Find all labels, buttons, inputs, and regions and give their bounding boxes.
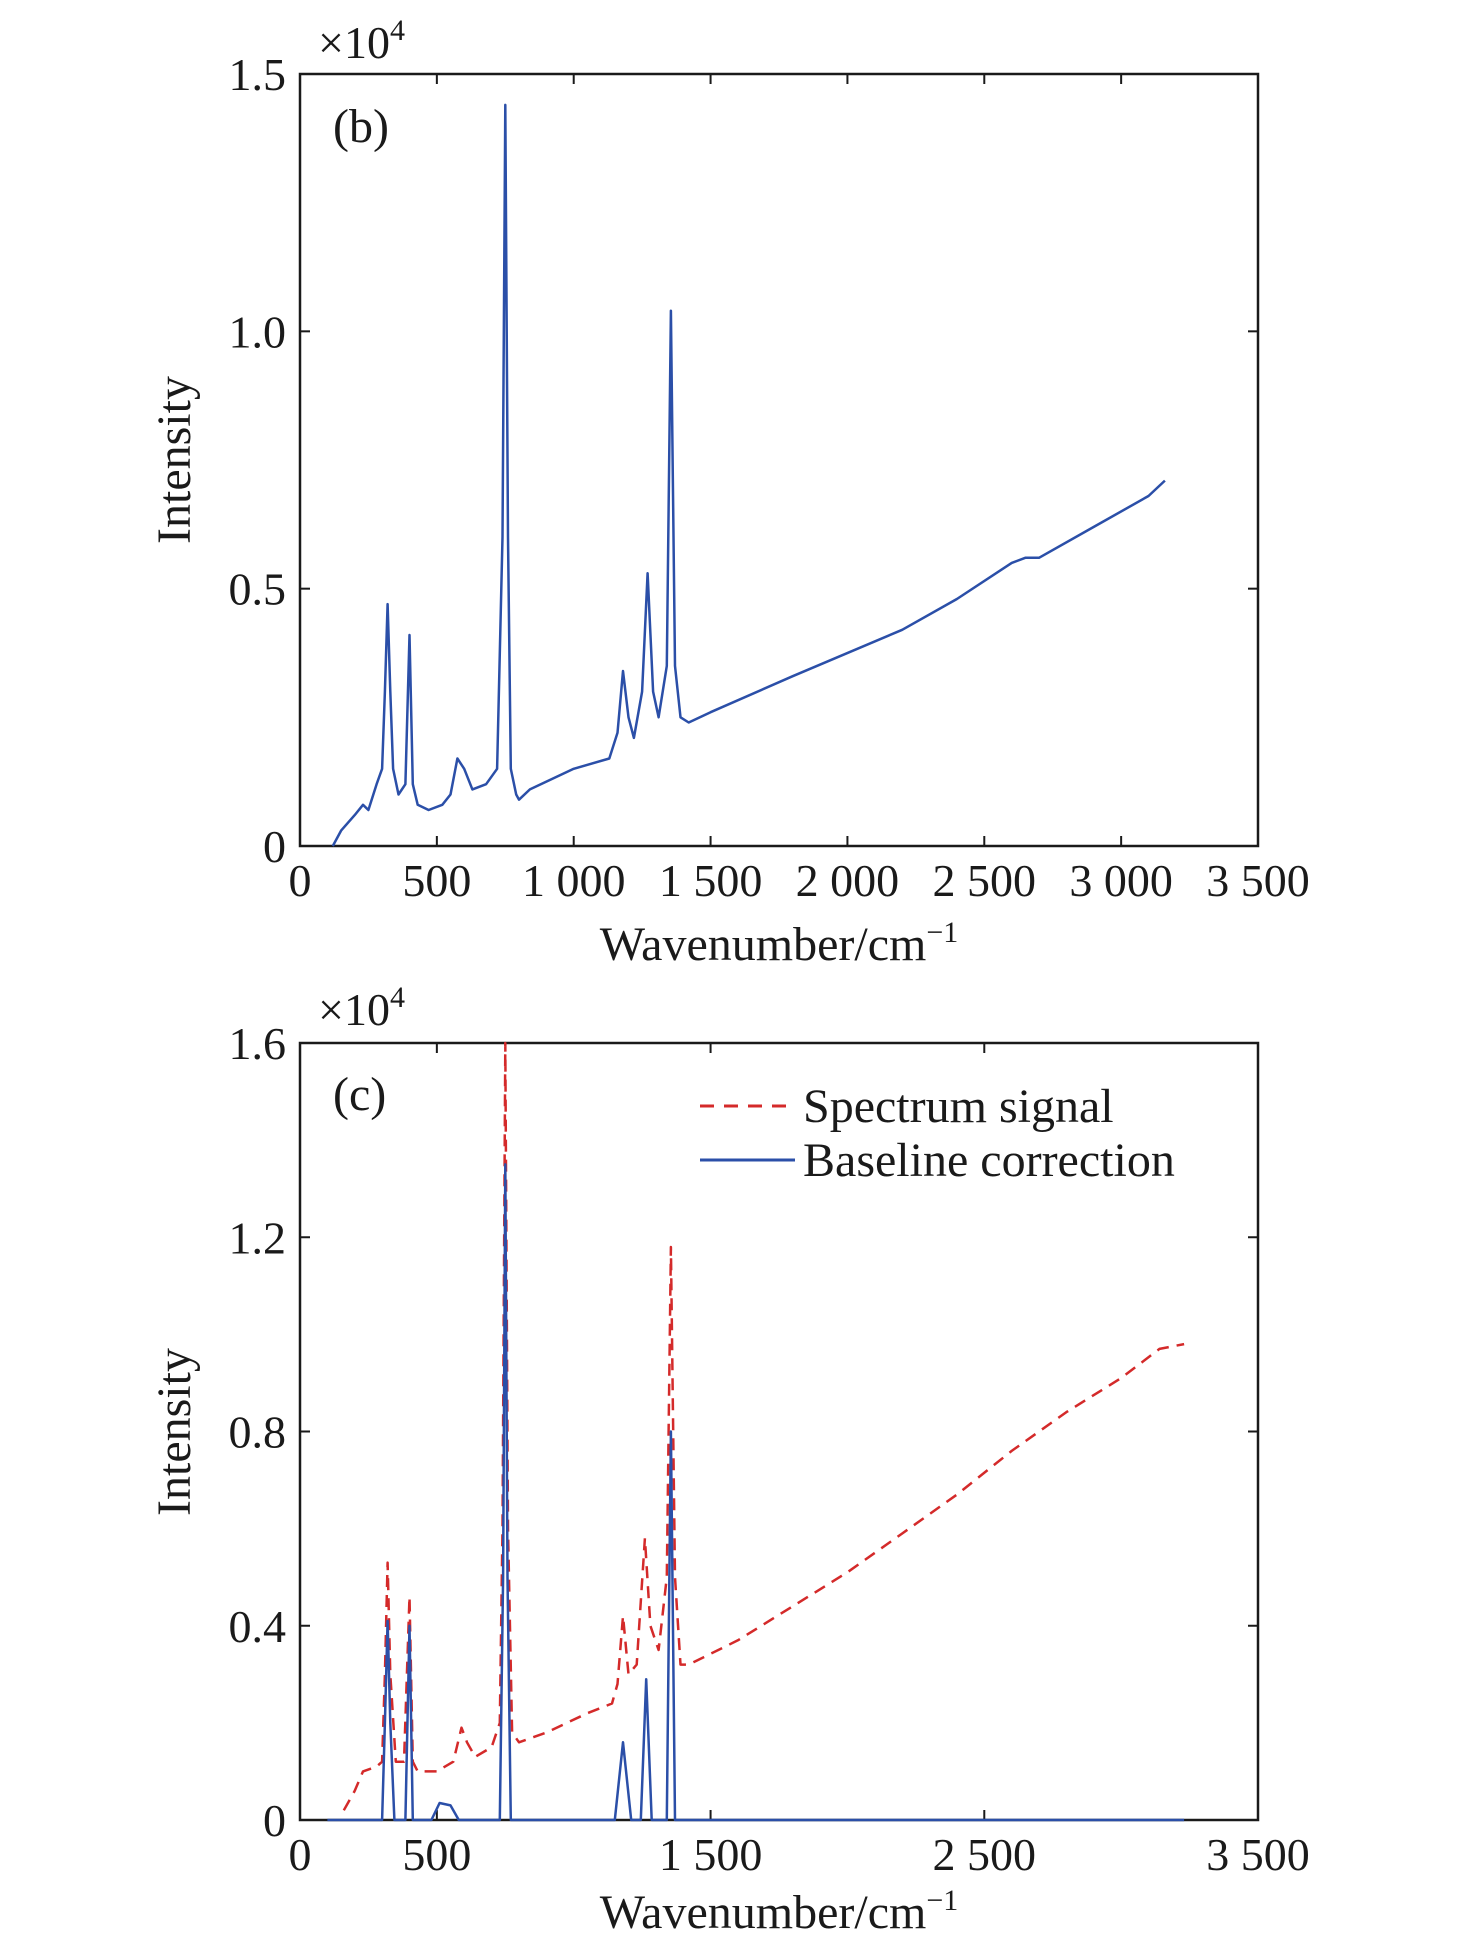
y-tick-label-c-4: 1.6: [229, 1018, 287, 1069]
y-tick-labels-b: 0 0.5 1.0 1.5: [229, 49, 287, 872]
series-line-b-0: [331, 103, 1166, 847]
exponent-label-c: ×104: [318, 981, 405, 1035]
y-axis-title-b: Intensity: [148, 376, 201, 544]
x-tick-label-b-1: 500: [402, 855, 471, 906]
chart-panel-b: 0 500 1 000 1 500 2 000 2 500 3 000 3 500 0 0.5 1…: [148, 14, 1310, 971]
y-tick-label-c-3: 1.2: [229, 1212, 287, 1263]
legend-label-spectrum: Spectrum signal: [803, 1080, 1114, 1133]
y-tick-labels-c: 0 0.4 0.8 1.2 1.6: [229, 1018, 287, 1846]
panel-label-b: (b): [333, 100, 389, 153]
x-axis-title-b: Wavenumber/cm−1: [600, 916, 959, 971]
x-tick-label-c-3: 2 500: [933, 1829, 1037, 1880]
series-group-b: [331, 103, 1166, 847]
exponent-label-b: ×104: [318, 14, 405, 68]
y-tick-label-c-1: 0.4: [229, 1601, 287, 1652]
x-tick-label-b-4: 2 000: [796, 855, 900, 906]
x-tick-label-c-1: 500: [402, 1829, 471, 1880]
x-tick-label-b-0: 0: [289, 855, 312, 906]
panel-label-c: (c): [333, 1068, 386, 1121]
x-axis-title-c: Wavenumber/cm−1: [600, 1884, 959, 1937]
y-axis-title-c: Intensity: [148, 1348, 201, 1516]
x-tick-label-b-2: 1 000: [522, 855, 626, 906]
x-tick-labels-b: 0 500 1 000 1 500 2 000 2 500 3 000 3 500: [289, 855, 1310, 906]
x-tick-label-b-6: 3 000: [1069, 855, 1173, 906]
legend: Spectrum signal Baseline correction: [700, 1080, 1175, 1187]
x-tick-label-c-0: 0: [289, 1829, 312, 1880]
x-tick-label-b-7: 3 500: [1206, 855, 1310, 906]
series-group-c: [327, 1041, 1185, 1822]
y-tick-label-b-3: 1.5: [229, 49, 287, 100]
y-tick-label-b-1: 0.5: [229, 564, 287, 615]
plot-frame-b: [298, 72, 1260, 848]
y-tick-label-c-2: 0.8: [229, 1407, 287, 1458]
legend-label-baseline: Baseline correction: [803, 1134, 1175, 1187]
y-tick-label-c-0: 0: [263, 1795, 286, 1846]
chart-panel-c: 0 500 1 500 2 500 3 500 0 0.4 0.8 1.2 1.6 (c) ×1…: [148, 981, 1310, 1937]
x-tick-label-b-5: 2 500: [933, 855, 1037, 906]
tick-marks-b: [299, 73, 1259, 847]
tick-marks-c: [299, 1042, 1259, 1821]
y-tick-label-b-0: 0: [263, 821, 286, 872]
y-tick-label-b-2: 1.0: [229, 306, 287, 357]
series-line-c-1: [327, 1163, 1185, 1822]
x-tick-label-b-3: 1 500: [659, 855, 763, 906]
x-tick-label-c-4: 3 500: [1206, 1829, 1310, 1880]
x-tick-labels-c: 0 500 1 500 2 500 3 500: [289, 1829, 1310, 1880]
series-line-c-0: [342, 1041, 1185, 1811]
x-tick-label-c-2: 1 500: [659, 1829, 763, 1880]
